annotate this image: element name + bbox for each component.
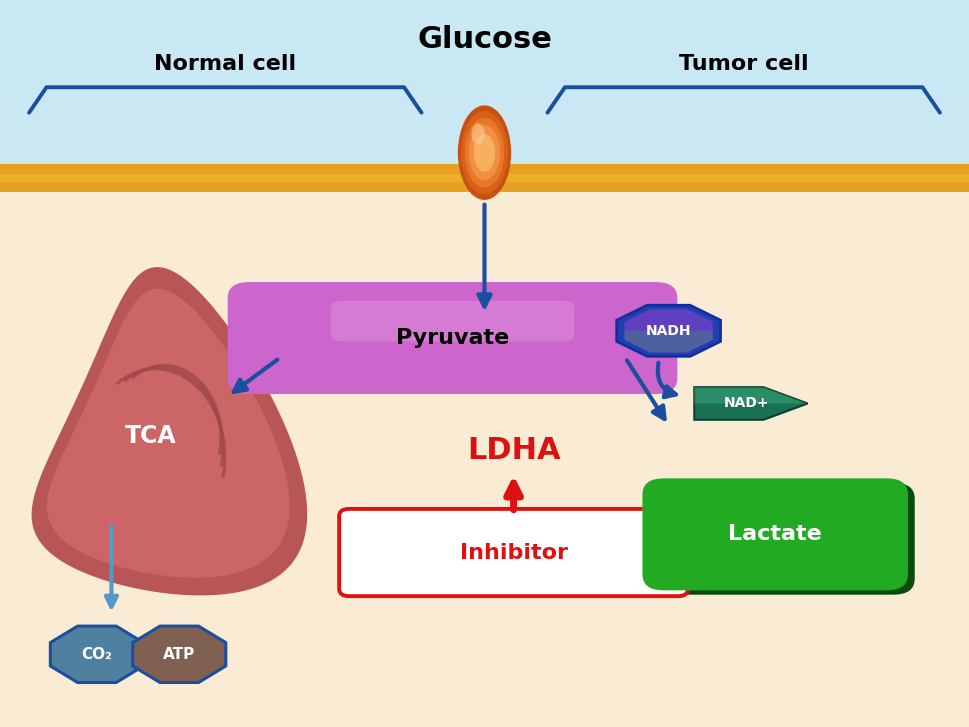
Bar — [0, 142, 969, 151]
Bar — [0, 71, 969, 80]
Text: Normal cell: Normal cell — [154, 54, 297, 74]
Polygon shape — [624, 309, 713, 353]
Bar — [0, 151, 969, 160]
Bar — [0, 63, 969, 71]
Bar — [0, 178, 969, 727]
Bar — [0, 164, 969, 192]
FancyBboxPatch shape — [642, 478, 908, 590]
Bar — [0, 174, 969, 182]
Text: Pyruvate: Pyruvate — [396, 328, 509, 348]
Bar — [0, 27, 969, 36]
Text: NAD+: NAD+ — [724, 396, 768, 411]
Bar — [0, 124, 969, 134]
Bar — [0, 17, 969, 27]
Ellipse shape — [474, 134, 495, 172]
Bar — [0, 169, 969, 178]
Bar — [0, 36, 969, 44]
Bar — [0, 0, 969, 9]
Text: Inhibitor: Inhibitor — [459, 542, 568, 563]
Bar — [0, 160, 969, 169]
Bar — [0, 0, 969, 178]
Bar — [0, 116, 969, 124]
Bar — [0, 80, 969, 89]
Text: Glucose: Glucose — [417, 25, 552, 55]
Text: Lactate: Lactate — [729, 524, 822, 545]
Ellipse shape — [461, 111, 508, 194]
Bar — [0, 134, 969, 142]
Text: LDHA: LDHA — [467, 436, 560, 465]
Polygon shape — [133, 626, 226, 683]
Polygon shape — [624, 331, 713, 353]
FancyBboxPatch shape — [649, 483, 915, 595]
Polygon shape — [32, 268, 306, 595]
Polygon shape — [50, 626, 143, 683]
Text: Tumor cell: Tumor cell — [679, 54, 808, 74]
Text: CO₂: CO₂ — [81, 647, 112, 662]
Polygon shape — [616, 305, 721, 356]
Bar — [0, 44, 969, 53]
Text: ATP: ATP — [163, 647, 196, 662]
Polygon shape — [694, 387, 808, 403]
Polygon shape — [694, 387, 808, 419]
Text: NADH: NADH — [646, 324, 691, 338]
Bar — [0, 98, 969, 107]
Bar — [0, 53, 969, 63]
FancyBboxPatch shape — [228, 282, 677, 394]
Bar — [0, 9, 969, 17]
Ellipse shape — [465, 118, 504, 188]
Text: TCA: TCA — [124, 424, 176, 449]
FancyBboxPatch shape — [330, 301, 574, 342]
Ellipse shape — [472, 124, 484, 144]
Ellipse shape — [457, 105, 512, 200]
FancyBboxPatch shape — [339, 509, 688, 596]
Bar — [0, 89, 969, 98]
Polygon shape — [47, 289, 289, 577]
Ellipse shape — [469, 125, 500, 180]
Bar — [0, 107, 969, 116]
